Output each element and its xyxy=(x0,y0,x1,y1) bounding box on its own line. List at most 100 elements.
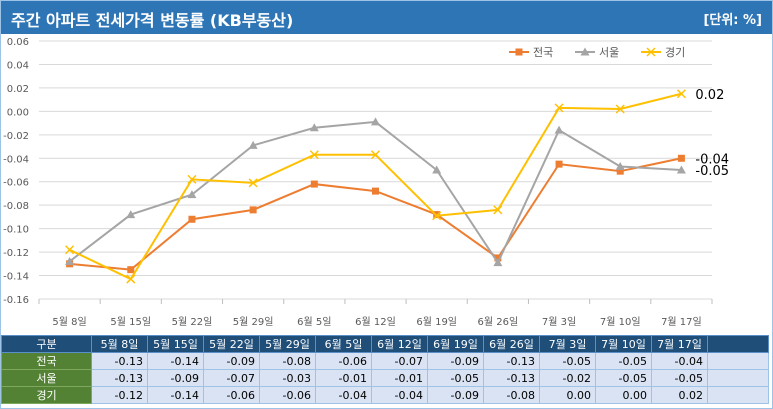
table-cell: -0.04 xyxy=(371,386,428,404)
table-column-header: 5월 15일 xyxy=(147,335,204,353)
table-cell: 0.00 xyxy=(595,386,652,404)
table-column-header: 5월 29일 xyxy=(259,335,316,353)
table-column-header: 7월 3일 xyxy=(539,335,596,353)
table-row-label: 경기 xyxy=(1,386,92,404)
data-point xyxy=(677,154,685,162)
y-tick-label: 0.00 xyxy=(7,107,29,118)
data-point xyxy=(554,103,564,113)
table-cell: -0.14 xyxy=(147,386,204,404)
y-tick-label: 0.06 xyxy=(7,37,29,48)
table-cell: -0.09 xyxy=(203,352,260,370)
table-cell: -0.05 xyxy=(427,369,484,387)
data-point xyxy=(580,47,590,56)
end-data-label: 0.02 xyxy=(695,88,724,103)
data-point xyxy=(248,140,258,149)
data-point xyxy=(309,123,319,132)
table-cell: -0.06 xyxy=(203,386,260,404)
data-point xyxy=(676,165,686,174)
end-data-label: -0.05 xyxy=(695,164,729,179)
x-tick-label: 7월 17일 xyxy=(661,316,702,328)
x-tick-label: 6월 12일 xyxy=(355,316,396,328)
data-point xyxy=(248,178,258,188)
data-point xyxy=(370,150,381,160)
data-point xyxy=(616,167,624,175)
table-cell: -0.13 xyxy=(483,352,540,370)
data-point xyxy=(515,48,523,56)
table-cell: -0.06 xyxy=(259,386,316,404)
y-tick-label: -0.12 xyxy=(3,248,29,259)
table-filler-cell xyxy=(707,386,769,404)
data-point xyxy=(65,245,75,255)
table-cell: -0.07 xyxy=(203,369,260,387)
data-point xyxy=(494,254,502,262)
table-cell: -0.09 xyxy=(147,369,204,387)
table-cell: -0.01 xyxy=(315,369,372,387)
data-point xyxy=(554,125,564,134)
data-point xyxy=(188,215,196,223)
data-point xyxy=(555,160,563,168)
data-point xyxy=(646,47,656,57)
legend-label: 서울 xyxy=(599,46,619,59)
table-cell: -0.05 xyxy=(595,369,652,387)
x-tick-label: 6월 5일 xyxy=(297,316,331,328)
table-cell: -0.05 xyxy=(539,352,596,370)
table-column-header: 7월 17일 xyxy=(651,335,708,353)
data-point xyxy=(493,258,503,267)
table-cell: 0.00 xyxy=(539,386,596,404)
table-cell: -0.09 xyxy=(427,386,484,404)
table-column-header: 7월 10일 xyxy=(595,335,652,353)
line-chart: 0.06 0.04 0.02 0.00 -0.02 -0.04 -0.06 -0.08 -0.1… xyxy=(3,37,729,328)
table-filler-cell xyxy=(707,369,769,387)
table-cell: -0.03 xyxy=(259,369,316,387)
table-column-header: 6월 12일 xyxy=(371,335,428,353)
data-point xyxy=(310,180,318,188)
table-cell: -0.05 xyxy=(651,369,708,387)
legend-label: 전국 xyxy=(533,46,553,59)
data-point xyxy=(187,174,197,184)
data-point xyxy=(676,89,686,99)
x-tick-label: 5월 15일 xyxy=(110,316,151,328)
data-point xyxy=(615,104,625,114)
table-header-row: 구분 5월 8일 5월 15일 5월 22일 5월 29일 6월 5일 6월 12일 6월 1… xyxy=(1,335,769,353)
x-tick-label: 6월 19일 xyxy=(416,316,457,328)
y-tick-label: 0.04 xyxy=(7,60,29,71)
table-column-header: 5월 8일 xyxy=(91,335,148,353)
data-point xyxy=(126,274,136,284)
table-cell: 0.02 xyxy=(651,386,708,404)
data-point xyxy=(187,190,197,199)
table-header-label: 구분 xyxy=(1,335,92,353)
y-tick-label: -0.06 xyxy=(3,178,29,189)
x-tick-label: 5월 29일 xyxy=(233,316,274,328)
table-cell: -0.06 xyxy=(315,352,372,370)
table-row: 서울 -0.13 -0.09 -0.07 -0.03 -0.01 -0.01 -0.05 -0.… xyxy=(1,369,769,387)
table-row: 전국 -0.13 -0.14 -0.09 -0.08 -0.06 -0.07 -0.09 -0.… xyxy=(1,352,769,370)
x-tick-label: 6월 26일 xyxy=(478,316,519,328)
table-cell: -0.12 xyxy=(91,386,148,404)
table-filler-cell xyxy=(707,335,769,353)
table-column-header: 6월 5일 xyxy=(315,335,372,353)
x-tick-label: 7월 10일 xyxy=(600,316,641,328)
data-point xyxy=(126,210,136,219)
data-point xyxy=(371,117,380,126)
table-cell: -0.08 xyxy=(259,352,316,370)
table-cell: -0.08 xyxy=(483,386,540,404)
data-point xyxy=(372,187,379,195)
table-cell: -0.13 xyxy=(483,369,540,387)
end-data-label: -0.04 xyxy=(695,152,729,167)
table-row-label: 서울 xyxy=(1,369,92,387)
table-cell: -0.14 xyxy=(147,352,204,370)
y-tick-label: -0.02 xyxy=(3,131,29,142)
data-point xyxy=(309,150,319,160)
x-tick-label: 5월 22일 xyxy=(172,316,213,328)
table-cell: -0.13 xyxy=(91,352,148,370)
y-tick-label: -0.08 xyxy=(3,201,29,212)
series-line xyxy=(69,157,682,271)
table-row: 경기 -0.12 -0.14 -0.06 -0.06 -0.04 -0.04 -0.09 -0.… xyxy=(1,386,769,404)
data-point xyxy=(432,165,442,174)
x-tick-label: 5월 8일 xyxy=(52,316,86,328)
table-cell: -0.13 xyxy=(91,369,148,387)
unit-label: [단위: %] xyxy=(703,13,762,28)
data-point xyxy=(65,256,75,265)
y-tick-label: -0.16 xyxy=(3,295,29,306)
